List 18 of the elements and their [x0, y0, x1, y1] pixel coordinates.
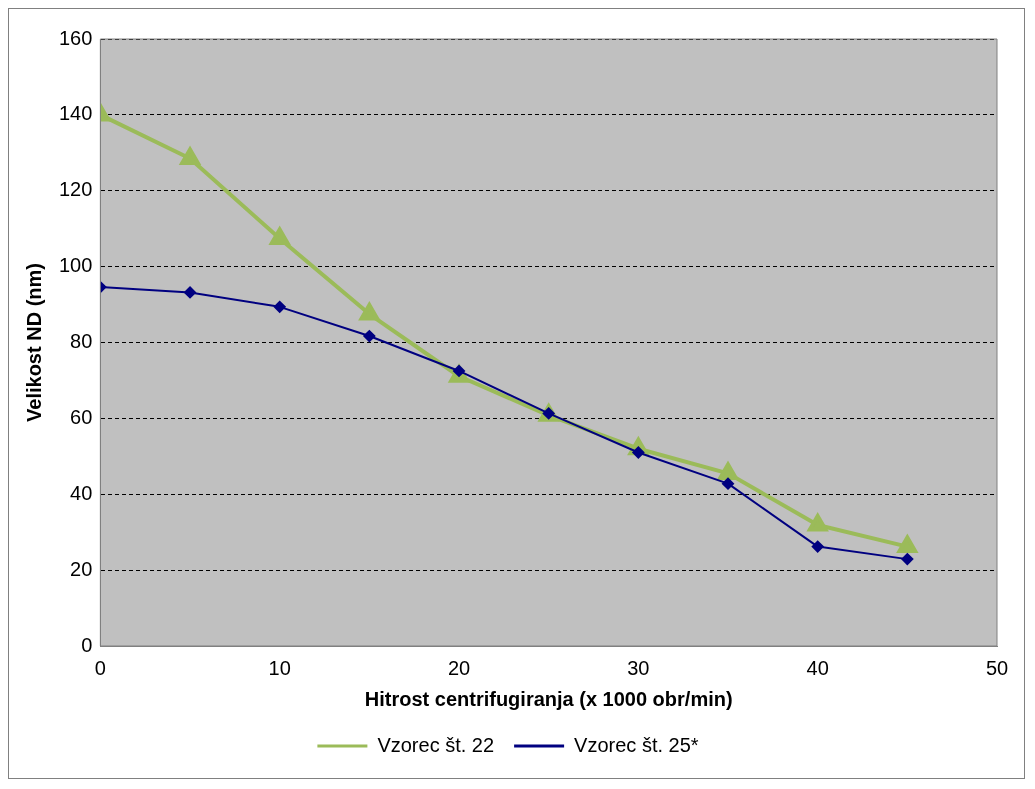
y-tick-label: 80 — [70, 330, 93, 353]
y-tick-label: 140 — [58, 102, 93, 125]
y-axis-title: Velikost ND (nm) — [22, 263, 45, 422]
y-tick-label: 0 — [81, 633, 93, 656]
y-tick-label: 60 — [70, 405, 93, 428]
x-tick-label: 10 — [268, 656, 291, 679]
legend-label: Vzorec št. 22 — [377, 733, 495, 756]
y-tick-label: 120 — [58, 178, 93, 201]
x-tick-label: 40 — [806, 656, 829, 679]
y-tick-label: 20 — [70, 557, 93, 580]
x-tick-label: 20 — [447, 656, 471, 679]
y-tick-label: 100 — [58, 254, 93, 277]
y-tick-label: 160 — [58, 26, 93, 49]
legend-label: Vzorec št. 25* — [574, 733, 699, 756]
x-axis-title: Hitrost centrifugiranja (x 1000 obr/min) — [364, 687, 733, 710]
y-tick-label: 40 — [70, 481, 93, 504]
x-tick-label: 30 — [627, 656, 650, 679]
x-tick-label: 50 — [985, 656, 1009, 679]
